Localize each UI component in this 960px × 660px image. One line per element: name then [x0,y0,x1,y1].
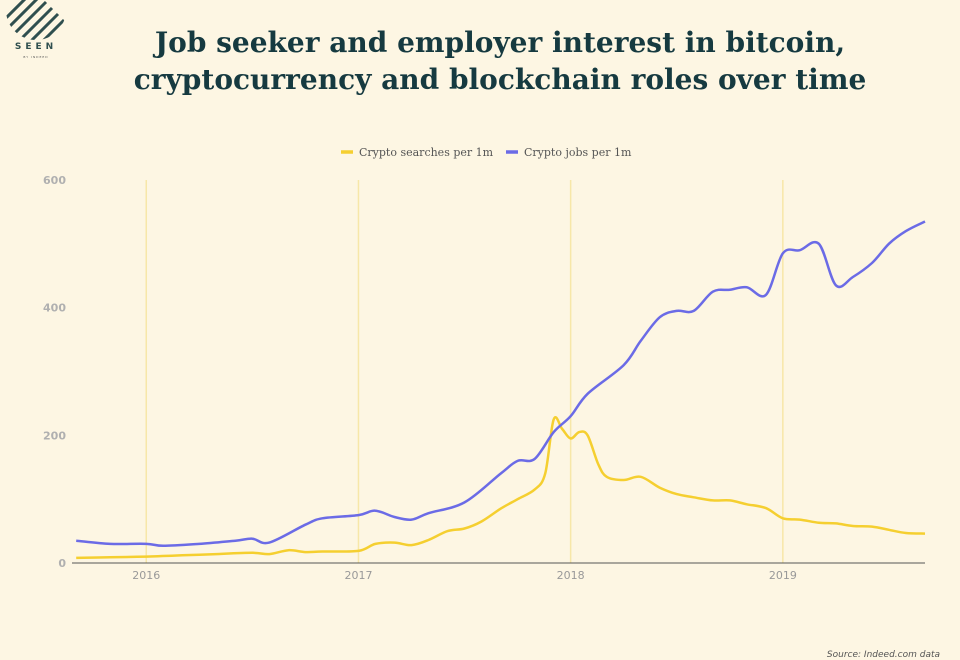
title-line-2: cryptocurrency and blockchain roles over… [133,63,867,96]
x-tick-label-2017: 2017 [344,569,372,582]
source-note: Source: Indeed.com data [826,650,940,660]
y-tick-label-0: 0 [58,557,66,570]
title-line-1: Job seeker and employer interest in bitc… [154,26,846,59]
page-title: Job seeker and employer interest in bitc… [60,24,940,98]
x-tick-label-2019: 2019 [769,569,797,582]
y-tick-label-600: 600 [43,174,66,187]
x-tick-label-2016: 2016 [132,569,160,582]
logo-wordmark: SEEN [14,42,58,52]
seen-logo-icon [6,0,66,40]
series-line-searches [76,416,926,560]
y-tick-label-400: 400 [43,302,66,315]
logo-subtext: BY INDEED [23,55,49,59]
y-tick-label-200: 200 [43,429,66,442]
x-tick-label-2018: 2018 [557,569,585,582]
legend-label-jobs: Crypto jobs per 1m [524,146,632,159]
legend-label-searches: Crypto searches per 1m [359,146,494,159]
series-line-jobs [76,220,926,548]
